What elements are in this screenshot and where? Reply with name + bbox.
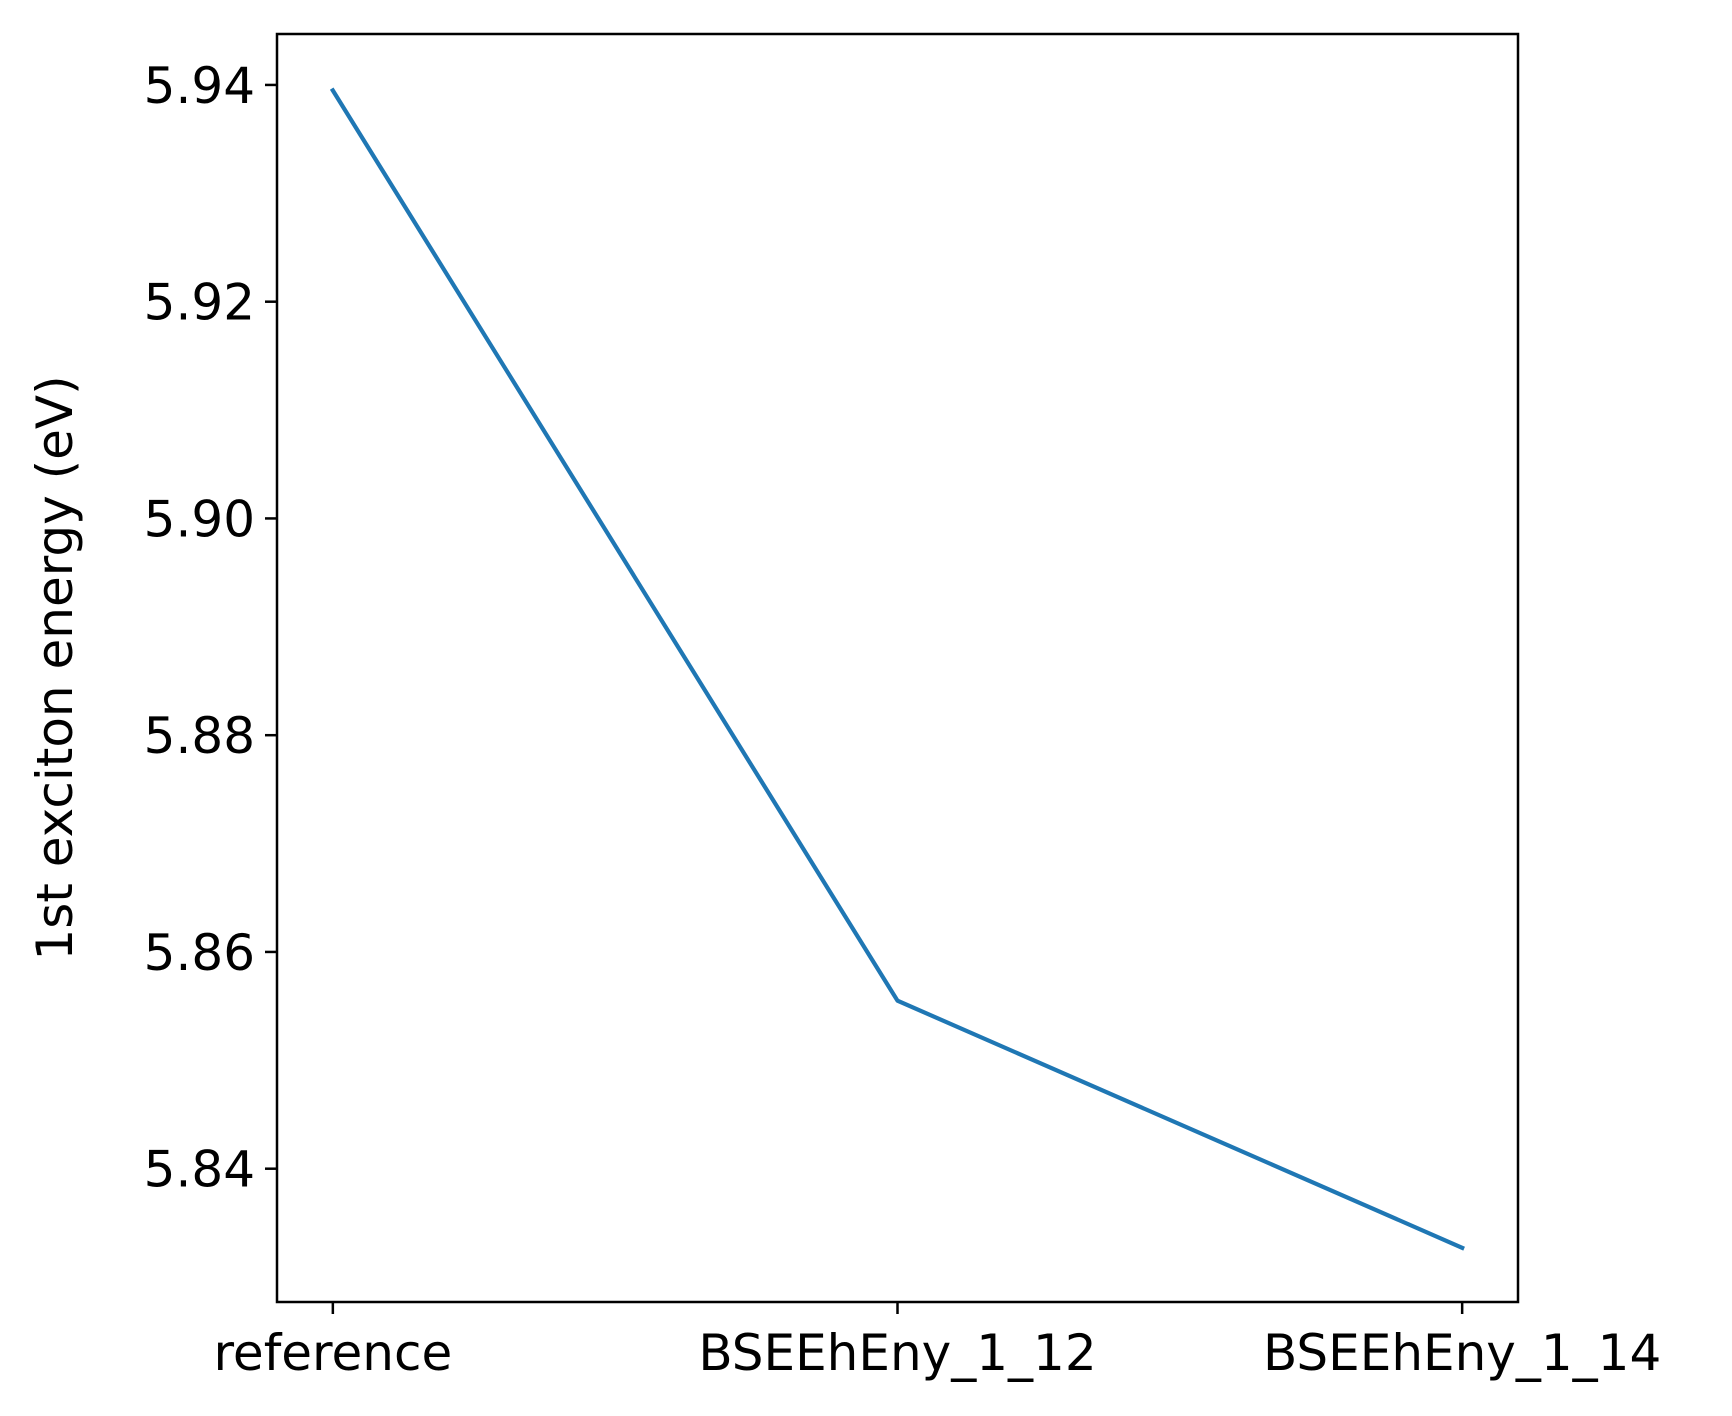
y-tick-label: 5.92 [144,274,255,332]
series-layer [329,87,1465,1251]
x-axis-ticks: reference BSEEhEny_1_12 BSEEhEny_1_14 [213,1302,1661,1382]
y-tick-label: 5.90 [144,490,255,548]
y-axis-ticks: 5.84 5.86 5.88 5.90 5.92 5.94 [144,57,277,1199]
x-tick-label: BSEEhEny_1_14 [1263,1324,1661,1382]
x-tick-label: BSEEhEny_1_12 [698,1324,1096,1382]
y-tick-label: 5.88 [144,707,255,765]
y-axis-label: 1st exciton energy (eV) [26,375,84,960]
y-tick-label: 5.86 [144,924,255,982]
series-line [329,87,1465,1251]
y-tick-label: 5.94 [144,57,255,115]
plot-frame [275,32,1520,1304]
x-tick-label: reference [213,1324,452,1382]
y-tick-label: 5.84 [144,1141,255,1199]
